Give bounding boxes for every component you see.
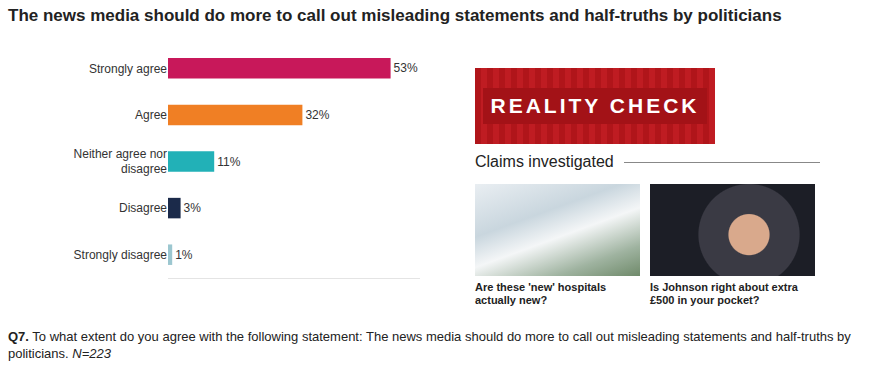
svg-text:Strongly disagree: Strongly disagree — [74, 248, 168, 262]
html-text:The news media should do more: The news media should do more to call ou… — [8, 6, 782, 25]
svg-text:Strongly agree: Strongly agree — [89, 62, 167, 76]
html-text:Are these 'new' hospitals actu: Are these 'new' hospitals actually new? — [475, 281, 607, 306]
svg-text:1%: 1% — [175, 248, 193, 262]
html-text:Is Johnson right about extra £: Is Johnson right about extra £500 in you… — [650, 281, 798, 306]
svg-text:32%: 32% — [305, 108, 329, 122]
svg-text:Disagree: Disagree — [119, 201, 167, 215]
svg-text:53%: 53% — [394, 61, 418, 75]
svg-text:Agree: Agree — [135, 108, 167, 122]
html-text:Claims investigated: Claims investigated — [475, 153, 614, 170]
html-text:Q7. To what extent do you agre: Q7. To what extent do you agree with the… — [8, 329, 851, 361]
svg-text:Neither agree nordisagree: Neither agree nordisagree — [74, 147, 168, 177]
html-text:REALITY CHECK: REALITY CHECK — [490, 94, 700, 117]
svg-text:3%: 3% — [184, 201, 202, 215]
svg-text:11%: 11% — [217, 155, 240, 169]
